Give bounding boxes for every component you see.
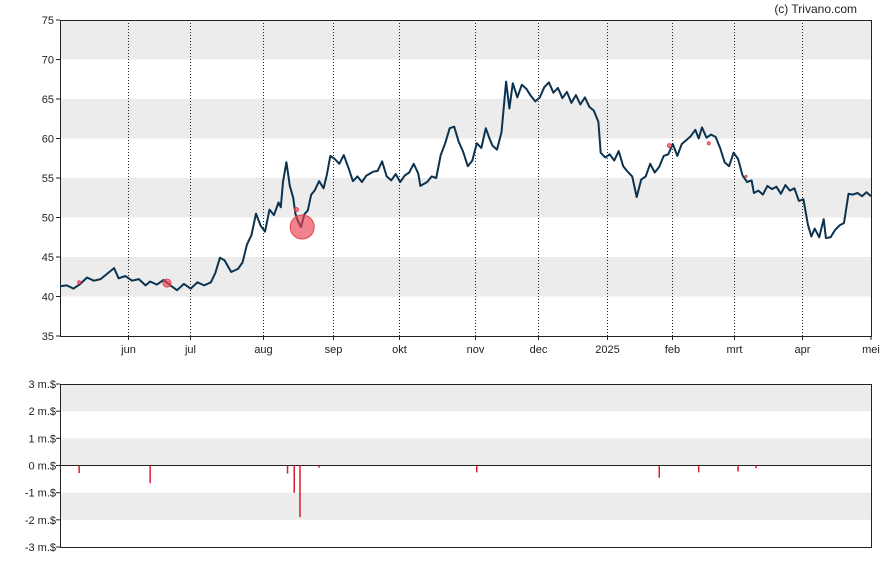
volume-y-tick-label: 3 m.$	[28, 379, 56, 391]
price-y-tick-label: 55	[42, 173, 54, 185]
price-y-axis: 35 40 45 50 55 60 65 70 75	[42, 15, 60, 343]
volume-bar	[697, 465, 700, 473]
price-grid-band	[60, 257, 871, 297]
price-x-tick-label: jul	[184, 344, 196, 356]
volume-bar	[318, 465, 320, 468]
volume-y-axis: 3 m.$ 2 m.$ 1 m.$ 0 m.$ -1 m.$ -2 m.$ -3 m.$	[25, 379, 60, 554]
price-x-tick-label: sep	[325, 344, 343, 356]
trade-marker	[706, 141, 711, 146]
volume-bar	[737, 465, 739, 472]
volume-bar	[286, 465, 289, 474]
volume-grid-band	[60, 384, 871, 412]
volume-y-tick-label: 2 m.$	[28, 406, 56, 418]
volume-grid-band	[60, 492, 871, 520]
volume-chart-panel: 3 m.$ 2 m.$ 1 m.$ 0 m.$ -1 m.$ -2 m.$ -3 m.$	[25, 379, 872, 554]
volume-grid-band	[60, 438, 871, 466]
trade-markers	[77, 141, 748, 288]
price-x-tick-label: dec	[530, 344, 548, 356]
volume-bar	[78, 465, 80, 474]
volume-y-tick-label: 0 m.$	[28, 461, 56, 473]
price-grid-bands	[60, 20, 871, 297]
volume-bar	[755, 465, 757, 469]
price-x-tick-label: mei	[862, 344, 880, 356]
price-y-tick-label: 65	[42, 94, 54, 106]
price-y-tick-label: 75	[42, 15, 54, 27]
price-x-axis: jun jul aug sep okt nov dec 2025 feb mrt apr mei	[120, 336, 880, 356]
trade-marker	[744, 174, 748, 178]
price-x-tick-label: feb	[665, 344, 680, 356]
price-x-tick-label: aug	[254, 344, 272, 356]
price-series-line	[59, 80, 872, 292]
volume-bar	[658, 465, 660, 478]
price-y-tick-label: 70	[42, 55, 54, 67]
volume-bar	[476, 465, 478, 473]
price-grid-band	[60, 99, 871, 139]
price-x-tick-label: mrt	[727, 344, 743, 356]
volume-bar	[149, 465, 151, 484]
price-plot-frame	[60, 20, 872, 337]
volume-y-tick-label: -1 m.$	[25, 488, 56, 500]
credit-text: (c) Trivano.com	[774, 2, 857, 16]
trade-marker	[294, 207, 299, 213]
price-x-tick-label: 2025	[595, 344, 619, 356]
volume-grid-bands	[60, 384, 871, 520]
price-x-tick-label: okt	[392, 344, 407, 356]
volume-bars	[78, 465, 757, 518]
price-y-tick-label: 60	[42, 134, 54, 146]
volume-bar	[299, 465, 301, 518]
price-y-tick-label: 45	[42, 252, 54, 264]
volume-bar	[293, 465, 295, 493]
trade-marker	[289, 214, 315, 240]
price-x-tick-label: jun	[120, 344, 136, 356]
trade-marker	[162, 278, 172, 288]
volume-y-tick-label: -3 m.$	[25, 542, 56, 554]
volume-y-tick-label: -2 m.$	[25, 515, 56, 527]
trade-marker	[666, 143, 672, 149]
price-x-tick-label: nov	[467, 344, 485, 356]
price-grid-band	[60, 20, 871, 60]
price-y-tick-label: 40	[42, 292, 54, 304]
trade-marker	[77, 280, 82, 285]
price-y-tick-label: 50	[42, 213, 54, 225]
price-y-tick-label: 35	[42, 331, 54, 343]
volume-y-tick-label: 1 m.$	[28, 433, 56, 445]
price-x-tick-label: apr	[795, 344, 811, 356]
price-chart-panel: 35 40 45 50 55 60 65 70 75 jun jul aug sep okt nov dec…	[42, 15, 880, 356]
price-grid-band	[60, 178, 871, 218]
